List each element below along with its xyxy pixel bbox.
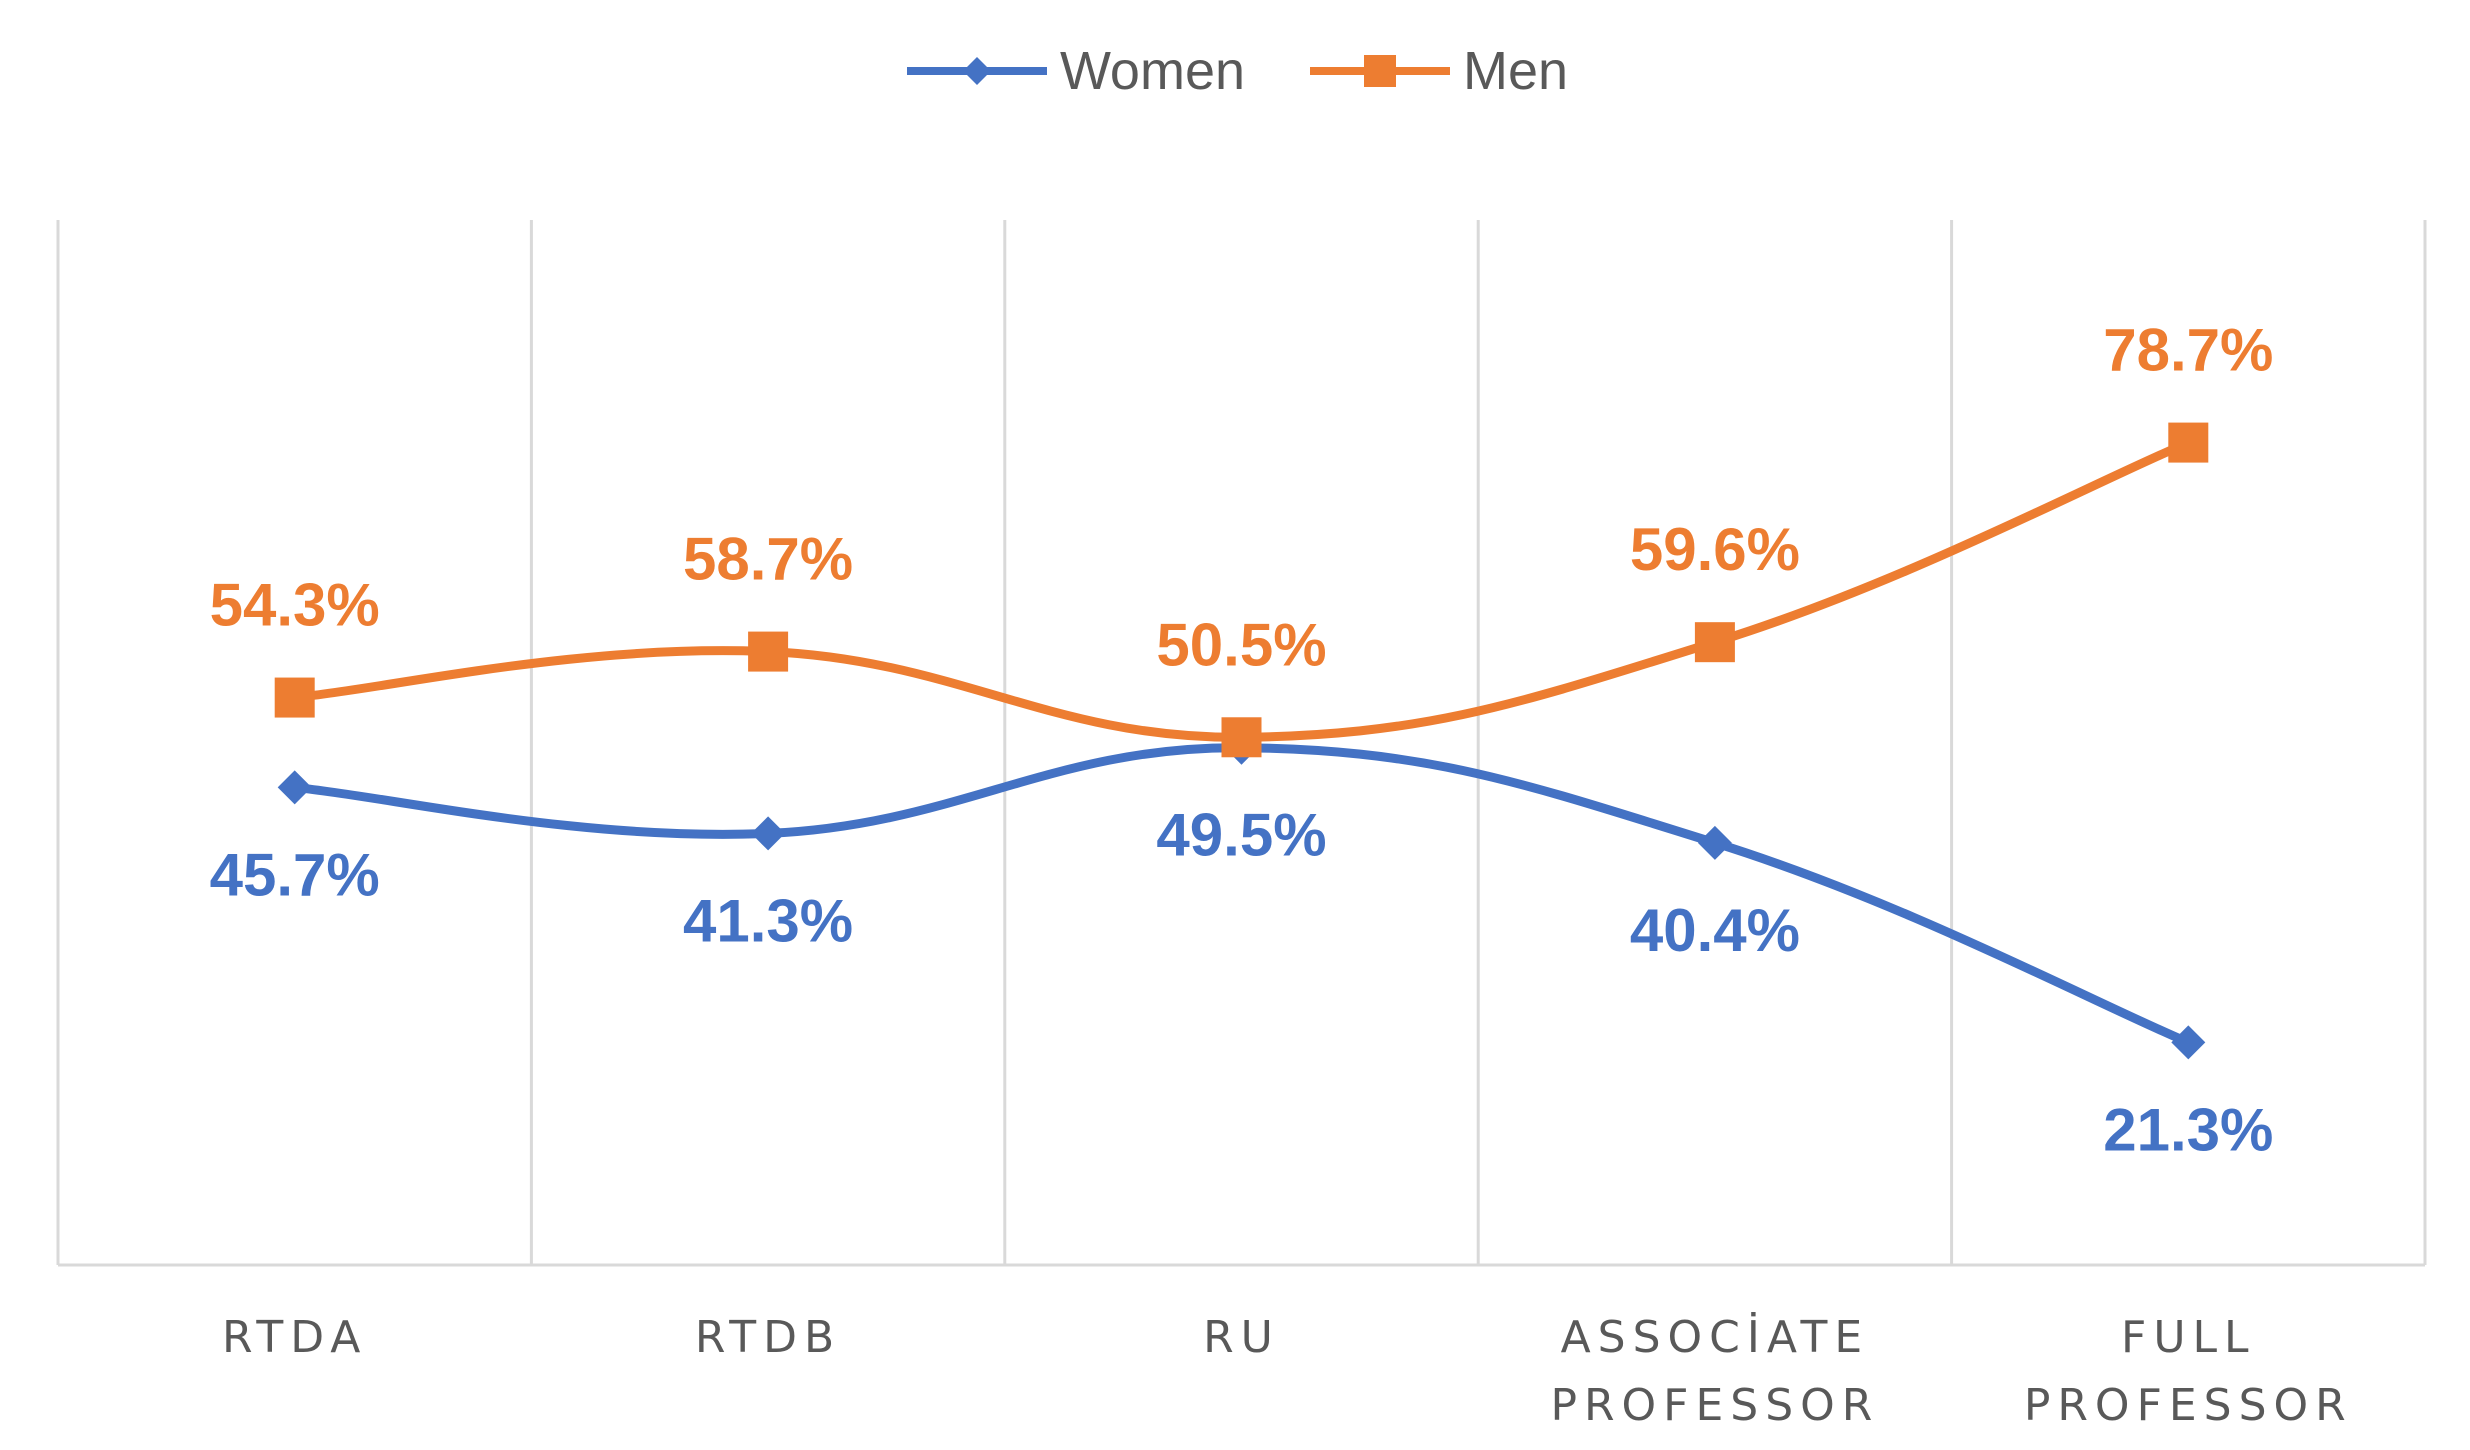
data-label-men: 54.3% xyxy=(210,572,380,639)
data-label-men: 50.5% xyxy=(1156,611,1326,678)
series-line-women xyxy=(294,743,2191,1047)
data-label-women: 41.3% xyxy=(683,887,853,954)
data-label-men: 58.7% xyxy=(683,526,853,593)
data-point-men xyxy=(274,677,315,718)
data-label-men: 78.7% xyxy=(2103,317,2273,384)
data-label-women: 49.5% xyxy=(1156,802,1326,869)
data-point-men xyxy=(2168,422,2209,463)
data-label-men: 59.6% xyxy=(1630,516,1800,583)
data-point-men xyxy=(1221,717,1262,758)
legend-men-line-icon xyxy=(1310,55,1451,87)
x-tick-label: RTDB xyxy=(695,1312,841,1363)
x-tick-label: ASSOCİATE PROFESSOR xyxy=(1550,1311,1879,1431)
data-point-men xyxy=(1694,622,1735,663)
legend-women-line-icon xyxy=(906,57,1047,85)
x-tick-label: FULL PROFESSOR xyxy=(2024,1312,2353,1431)
data-point-women xyxy=(751,816,786,851)
data-point-women xyxy=(2171,1025,2206,1060)
data-point-women xyxy=(1697,825,1732,860)
legend-label-women: Women xyxy=(1059,41,1246,101)
data-point-women xyxy=(277,770,312,805)
series-line-men xyxy=(294,438,2191,742)
data-point-men xyxy=(748,631,789,672)
legend-item-men: Men xyxy=(1305,40,1568,102)
data-label-women: 21.3% xyxy=(2103,1096,2273,1163)
x-tick-label: RU xyxy=(1203,1312,1280,1363)
x-tick-label: RTDA xyxy=(222,1312,367,1363)
data-label-women: 45.7% xyxy=(210,841,380,908)
legend-item-women: Women xyxy=(902,40,1245,102)
data-label-women: 40.4% xyxy=(1630,897,1800,964)
legend-label-men: Men xyxy=(1463,41,1569,101)
legend: Women Men xyxy=(0,40,2470,102)
